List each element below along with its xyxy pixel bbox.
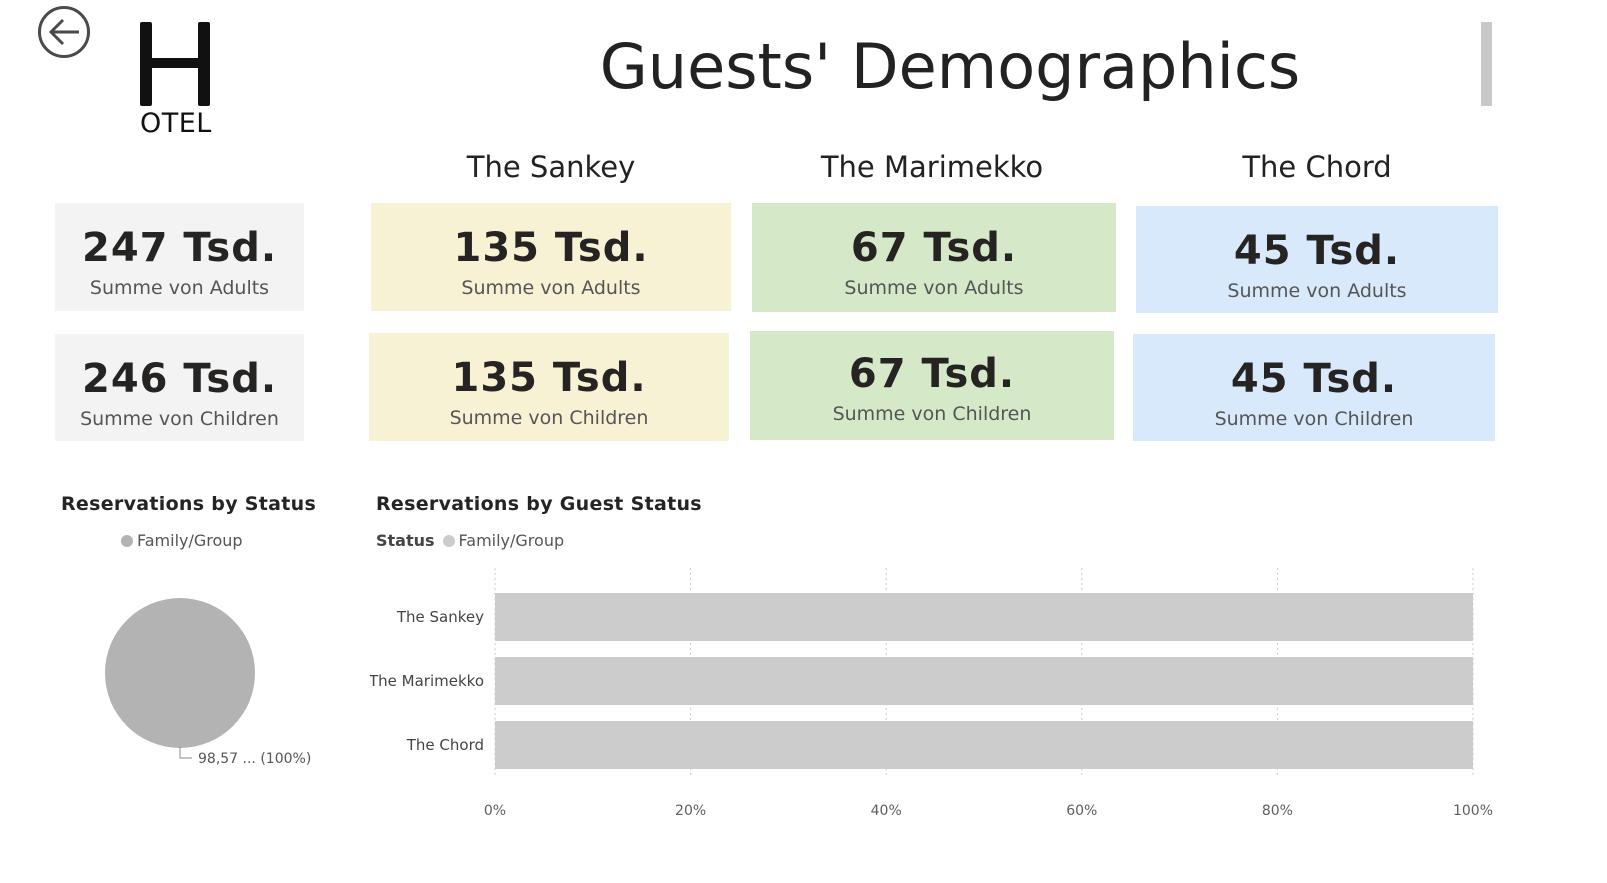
total-adults-card[interactable]: 247 Tsd. Summe von Adults [55, 203, 304, 311]
x-tick-label: 100% [1453, 803, 1493, 819]
bar-legend-title: Status [376, 531, 435, 550]
marimekko-adults-value: 67 Tsd. [850, 225, 1018, 271]
x-tick-label: 20% [675, 803, 706, 819]
bar-legend-label: Family/Group [458, 531, 565, 550]
marimekko-adults-label: Summe von Adults [844, 277, 1024, 299]
x-tick-label: 40% [871, 803, 902, 819]
marimekko-children-value: 67 Tsd. [848, 351, 1016, 397]
chord-children-label: Summe von Children [1214, 408, 1414, 430]
category-label: The Marimekko [370, 672, 484, 690]
total-children-label: Summe von Children [80, 408, 279, 430]
column-title-chord: The Chord [1242, 150, 1392, 184]
logo-text: OTEL [140, 108, 212, 139]
sankey-adults-card[interactable]: 135 Tsd. Summe von Adults [371, 203, 731, 311]
legend-dot-icon [442, 535, 455, 547]
pie-chart-title: Reservations by Status [61, 493, 317, 515]
total-adults-label: Summe von Adults [89, 277, 270, 299]
total-adults-value: 247 Tsd. [81, 225, 278, 271]
arrow-left-icon [48, 18, 79, 46]
back-button[interactable] [38, 6, 90, 58]
chord-adults-label: Summe von Adults [1227, 280, 1407, 302]
total-children-card[interactable]: 246 Tsd. Summe von Children [55, 334, 304, 441]
column-title-marimekko: The Marimekko [820, 150, 1044, 184]
bar[interactable] [495, 657, 1473, 705]
pie-chart: 98,57 ... (100%) [105, 598, 311, 767]
marimekko-adults-card[interactable]: 67 Tsd. Summe von Adults [752, 203, 1116, 312]
pie-data-label: 98,57 ... (100%) [198, 751, 311, 767]
pie-legend-label: Family/Group [137, 531, 243, 550]
marimekko-children-label: Summe von Children [832, 403, 1032, 425]
bar-legend: Status Family/Group [376, 531, 564, 550]
column-title-sankey: The Sankey [466, 150, 636, 184]
bar-chart: 0% 20% 40% 60% 80% 100% The Sankey The Marimekk… [370, 568, 1493, 819]
total-children-value: 246 Tsd. [81, 356, 278, 402]
sankey-adults-label: Summe von Adults [461, 277, 641, 299]
page-title: Guests' Demographics [599, 30, 1301, 103]
pie-slice[interactable] [105, 598, 255, 748]
sankey-children-value: 135 Tsd. [451, 355, 647, 401]
x-tick-label: 80% [1262, 803, 1293, 819]
chord-adults-value: 45 Tsd. [1233, 228, 1401, 274]
bar[interactable] [495, 593, 1473, 641]
chord-children-card[interactable]: 45 Tsd. Summe von Children [1133, 334, 1495, 441]
category-label: The Chord [406, 736, 484, 754]
sankey-children-card[interactable]: 135 Tsd. Summe von Children [369, 333, 729, 441]
x-tick-label: 0% [484, 803, 506, 819]
marimekko-children-card[interactable]: 67 Tsd. Summe von Children [750, 331, 1114, 440]
chord-adults-card[interactable]: 45 Tsd. Summe von Adults [1136, 206, 1498, 313]
legend-dot-icon [121, 535, 133, 547]
hotel-logo-icon [140, 22, 210, 106]
category-label: The Sankey [396, 608, 484, 626]
sankey-children-label: Summe von Children [449, 407, 649, 429]
bar-chart-title: Reservations by Guest Status [376, 493, 702, 515]
x-tick-label: 60% [1066, 803, 1097, 819]
sankey-adults-value: 135 Tsd. [453, 225, 649, 271]
bar-legend-item[interactable]: Family/Group [442, 531, 565, 550]
chord-children-value: 45 Tsd. [1230, 356, 1398, 402]
pie-legend-item[interactable]: Family/Group [121, 531, 243, 550]
bar[interactable] [495, 721, 1473, 769]
scrollbar[interactable] [1481, 22, 1492, 106]
